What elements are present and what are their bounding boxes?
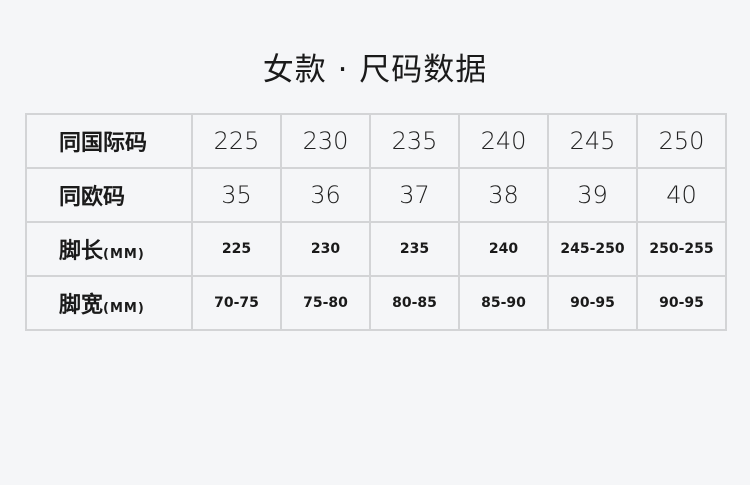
table-cell: 75-80 <box>280 275 371 331</box>
table-cell: 37 <box>369 167 460 223</box>
row-unit: (MM) <box>103 301 145 316</box>
table-row: 同欧码 35 36 37 38 39 40 <box>25 167 727 223</box>
table-cell: 230 <box>280 221 371 277</box>
table-row: 同国际码 225 230 235 240 245 250 <box>25 113 727 169</box>
row-label: 脚宽(MM) <box>25 275 193 331</box>
table-cell: 36 <box>280 167 371 223</box>
table-cell: 250 <box>636 113 727 169</box>
table-cell: 245 <box>547 113 638 169</box>
row-label: 同欧码 <box>25 167 193 223</box>
table-cell: 90-95 <box>547 275 638 331</box>
row-label-text: 同欧码 <box>59 185 126 210</box>
table-cell: 240 <box>458 221 549 277</box>
table-cell: 245-250 <box>547 221 638 277</box>
page-title: 女款 · 尺码数据 <box>262 52 488 88</box>
table-cell: 235 <box>369 221 460 277</box>
table-row: 脚长(MM) 225 230 235 240 245-250 250-255 <box>25 221 727 277</box>
row-unit: (MM) <box>103 247 145 262</box>
table-cell: 90-95 <box>636 275 727 331</box>
table-cell: 80-85 <box>369 275 460 331</box>
row-label: 脚长(MM) <box>25 221 193 277</box>
table-cell: 230 <box>280 113 371 169</box>
table-cell: 38 <box>458 167 549 223</box>
row-label-text: 脚长 <box>59 239 104 264</box>
table-cell: 40 <box>636 167 727 223</box>
table-cell: 85-90 <box>458 275 549 331</box>
row-label: 同国际码 <box>25 113 193 169</box>
table-cell: 235 <box>369 113 460 169</box>
table-cell: 39 <box>547 167 638 223</box>
row-label-text: 同国际码 <box>59 131 148 156</box>
table-cell: 70-75 <box>191 275 282 331</box>
size-table: 同国际码 225 230 235 240 245 250 同欧码 35 36 37 38 39 40 脚长(… <box>25 113 727 331</box>
table-cell: 225 <box>191 221 282 277</box>
row-label-text: 脚宽 <box>59 293 104 318</box>
table-row: 脚宽(MM) 70-75 75-80 80-85 85-90 90-95 90-95 <box>25 275 727 331</box>
table-cell: 250-255 <box>636 221 727 277</box>
table-cell: 225 <box>191 113 282 169</box>
table-cell: 240 <box>458 113 549 169</box>
table-cell: 35 <box>191 167 282 223</box>
